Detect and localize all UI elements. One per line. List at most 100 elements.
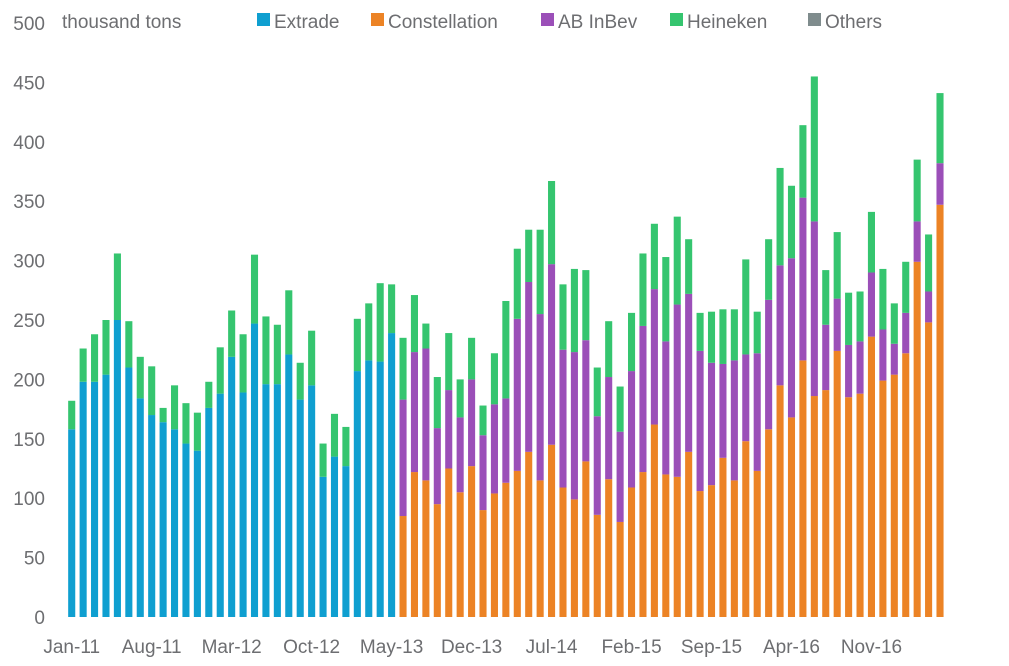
bar-segment-constellation [559,487,567,617]
bar-segment-ab-inbev [765,299,773,430]
bar-segment-ab-inbev [490,404,498,494]
bar-segment-heineken [353,318,361,372]
bar-segment-ab-inbev [502,398,510,483]
y-axis: 0 50 100 150 200 250 300 350 400 450 500 [13,14,45,629]
bar-segment-heineken [513,248,521,319]
bar-segment-heineken [696,312,704,351]
bar-segment-heineken [730,309,738,361]
bar-segment-heineken [422,323,430,349]
bar-segment-constellation [696,491,704,617]
bar-segment-constellation [456,492,464,617]
bar-segment-constellation [445,468,453,617]
bar-segment-extrade [91,381,99,617]
bar-segment-ab-inbev [433,428,441,505]
bar-segment-constellation [513,470,521,617]
bar-segment-ab-inbev [582,340,590,462]
bar-segment-ab-inbev [936,163,944,205]
bar-segment-ab-inbev [890,343,898,375]
bar-segment-constellation [822,390,830,617]
bar-segment-heineken [330,413,339,457]
bar-segment-constellation [616,521,624,617]
bar-segment-heineken [479,405,487,436]
y-tick-label: 200 [13,370,45,391]
bar-segment-ab-inbev [536,314,544,481]
bar-segment-ab-inbev [867,272,875,337]
bar-segment-constellation [399,516,407,617]
bar-segment-heineken [570,268,578,353]
bar-segment-heineken [742,259,750,355]
x-tick-label: Oct-12 [283,637,340,658]
bar-segment-extrade [376,361,384,617]
bar-segment-extrade [285,354,293,617]
bar-segment-ab-inbev [605,377,613,480]
bar-segment-heineken [399,337,407,400]
bar-segment-extrade [342,466,350,617]
bar-segment-extrade [330,456,339,617]
bar-segment-heineken [433,377,441,429]
bar-segment-ab-inbev [650,289,658,425]
bar-segment-ab-inbev [399,399,407,517]
bar-segment-heineken [490,353,498,405]
bar-segment-ab-inbev [879,329,887,381]
bar-segment-heineken [593,367,601,417]
bar-segment-constellation [673,476,681,617]
bar-segment-constellation [479,510,487,617]
bar-segment-heineken [673,216,681,305]
bar-segment-constellation [902,353,910,617]
bar-segment-constellation [593,514,601,617]
bar-segment-heineken [662,257,670,342]
bar-segment-constellation [890,374,898,617]
bar-segment-heineken [388,284,396,334]
bar-segment-heineken [205,381,213,408]
bar-segment-constellation [799,360,807,617]
bar-segment-constellation [536,480,544,617]
bar-segment-heineken [559,284,567,350]
bar-segment-extrade [148,415,156,617]
bar-segment-extrade [353,371,361,617]
x-tick-label: May-13 [360,637,423,658]
bar-segment-ab-inbev [707,362,716,486]
y-tick-label: 350 [13,192,45,213]
legend-label-ab-inbev: AB InBev [558,12,638,33]
bar-segment-heineken [273,324,281,385]
bar-segment-extrade [136,398,144,617]
bar-segment-extrade [171,429,179,617]
bar-segment-heineken [171,385,179,430]
y-tick-label: 250 [13,311,45,332]
bar-segment-constellation [639,472,647,617]
bar-segment-heineken [616,386,624,432]
bar-segment-constellation [570,499,578,617]
bar-segment-constellation [490,493,498,617]
bar-segment-heineken [91,334,99,382]
bar-segment-extrade [308,385,316,617]
y-tick-label: 0 [34,608,45,629]
legend-swatch-others [808,13,821,26]
bar-segment-ab-inbev [479,435,487,511]
bar-segment-ab-inbev [776,265,784,386]
bar-segment-extrade [193,450,201,617]
y-tick-label: 450 [13,73,45,94]
bar-segment-ab-inbev [445,390,453,469]
bar-segment-constellation [605,479,613,617]
bar-segment-heineken [365,303,373,361]
bar-segment-heineken [113,253,121,320]
bar-segment-heineken [707,311,716,363]
bar-segment-heineken [216,347,224,394]
bar-segment-extrade [273,384,281,617]
bar-segment-heineken [822,270,830,325]
bar-segment-ab-inbev [845,344,853,398]
legend-swatch-heineken [670,13,683,26]
bar-segment-ab-inbev [513,318,521,471]
bar-segment-constellation [913,261,921,617]
x-tick-label: Jan-11 [43,637,100,658]
legend-swatch-extrade [257,13,270,26]
bar-segment-constellation [707,485,716,617]
bar-segment-constellation [433,504,441,617]
bar-segment-heineken [308,330,316,386]
bar-segment-heineken [525,229,533,282]
bar-segment-heineken [410,295,418,353]
bar-segment-heineken [148,366,156,416]
bar-segment-ab-inbev [856,341,864,394]
